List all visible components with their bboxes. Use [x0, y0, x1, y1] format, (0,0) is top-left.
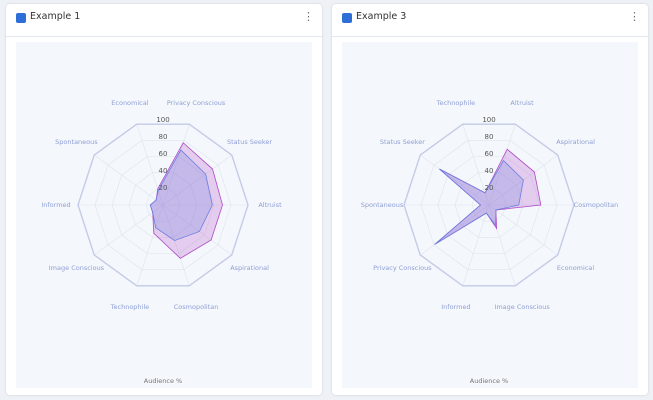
spoke	[94, 154, 164, 206]
radar-area	[149, 149, 213, 242]
chart: 20 40 60 80 100 Audience %	[403, 116, 575, 385]
chart-panel: 20 40 60 80 100 Audience % Altruist Aspirationa…	[342, 42, 638, 388]
category-label: Altruist	[510, 99, 534, 108]
icon	[342, 13, 352, 23]
category-label: Image Conscious	[48, 263, 105, 272]
category-label: Cosmopolitan	[173, 302, 219, 311]
tick-label: 100	[156, 116, 169, 124]
spoke	[462, 124, 490, 206]
spoke	[94, 204, 164, 256]
spoke	[420, 204, 490, 256]
category-label: Technophile	[436, 99, 476, 108]
card: Example 1 ⋮ 20 40 60 80 100 Audience % Privacy…	[6, 4, 322, 395]
category-label: Informed	[41, 201, 71, 209]
spoke	[136, 124, 164, 206]
icon	[16, 13, 26, 23]
tick-label: 100	[482, 116, 495, 124]
grid-ring	[403, 123, 575, 287]
spoke	[420, 154, 490, 206]
category-label: Aspirational	[556, 138, 595, 147]
grid-ring	[437, 156, 541, 254]
tick-label: 40	[159, 167, 168, 175]
card-header: Example 3 ⋮	[332, 4, 648, 37]
grid-ring	[77, 123, 249, 287]
chart: 20 40 60 80 100 Audience %	[77, 116, 249, 385]
tick-label: 80	[485, 133, 494, 141]
category-label: Technophile	[110, 302, 150, 311]
menu-button[interactable]: ⋮	[629, 10, 640, 23]
radar-area	[434, 159, 524, 245]
grid-ring	[111, 156, 215, 254]
spoke	[488, 204, 516, 286]
grid-ring	[420, 140, 558, 270]
category-label: Cosmopolitan	[573, 201, 619, 209]
tick-label: 80	[159, 133, 168, 141]
grid-ring	[94, 140, 232, 270]
category-label: Privacy Conscious	[166, 99, 226, 108]
card-title: Example 1	[30, 11, 81, 22]
spoke	[488, 124, 516, 206]
category-label: Informed	[441, 302, 471, 311]
category-label: Economical	[556, 263, 595, 272]
spoke	[136, 204, 164, 286]
category-label: Spontaneous	[55, 138, 98, 147]
grid-ring	[471, 188, 507, 222]
category-label: Status Seeker	[227, 138, 273, 147]
grid-ring	[145, 188, 181, 222]
tick-label: 60	[485, 150, 494, 158]
tick-label: 20	[159, 184, 168, 192]
category-label: Economical	[111, 99, 149, 108]
spoke	[162, 154, 232, 206]
tick-label: 20	[485, 184, 494, 192]
category-label: Spontaneous	[360, 201, 404, 209]
grid-ring	[128, 172, 198, 238]
tick-label: 60	[159, 150, 168, 158]
axis-label: Audience %	[144, 377, 182, 385]
category-label: Status Seeker	[379, 138, 425, 147]
tick-label: 40	[485, 167, 494, 175]
category-label: Aspirational	[230, 263, 269, 272]
category-label: Privacy Conscious	[373, 263, 432, 272]
menu-button[interactable]: ⋮	[303, 10, 314, 23]
spoke	[162, 204, 232, 256]
spoke	[162, 124, 190, 206]
spoke	[488, 204, 558, 256]
category-label: Altruist	[258, 201, 282, 209]
spoke	[462, 204, 490, 286]
card-title: Example 3	[356, 11, 407, 22]
card: Example 3 ⋮ 20 40 60 80 100 Audience % Altruis…	[332, 4, 648, 395]
chart-panel: 20 40 60 80 100 Audience % Privacy Conscious St…	[16, 42, 312, 388]
grid-ring	[454, 172, 524, 238]
card-header: Example 1 ⋮	[6, 4, 322, 37]
axis-label: Audience %	[470, 377, 508, 385]
category-label: Image Conscious	[494, 302, 550, 311]
spoke	[162, 204, 190, 286]
